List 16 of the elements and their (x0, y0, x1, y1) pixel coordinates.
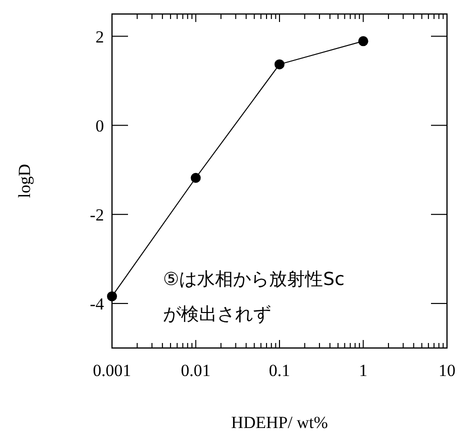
x-tick-label: 10 (438, 361, 456, 380)
y-axis-title: logD (15, 164, 34, 198)
point (107, 291, 117, 302)
x-tick-label: 0.01 (180, 361, 211, 380)
annotation: ⑤は水相から放射性Sc が検出されず (163, 269, 344, 325)
y-tick-label: -2 (90, 205, 104, 224)
y-tick-label: 2 (96, 27, 104, 46)
x-tick-label: 0.001 (92, 361, 132, 380)
x-axis-title: HDEHP/ wt% (231, 413, 328, 432)
point (190, 172, 201, 183)
y-tick-label: -4 (90, 294, 104, 314)
x-tick-label: 1 (359, 361, 368, 380)
point (274, 59, 284, 70)
y-tick-label: 0 (96, 116, 104, 136)
point (358, 36, 368, 46)
x-tick-label: 0.1 (268, 361, 290, 380)
